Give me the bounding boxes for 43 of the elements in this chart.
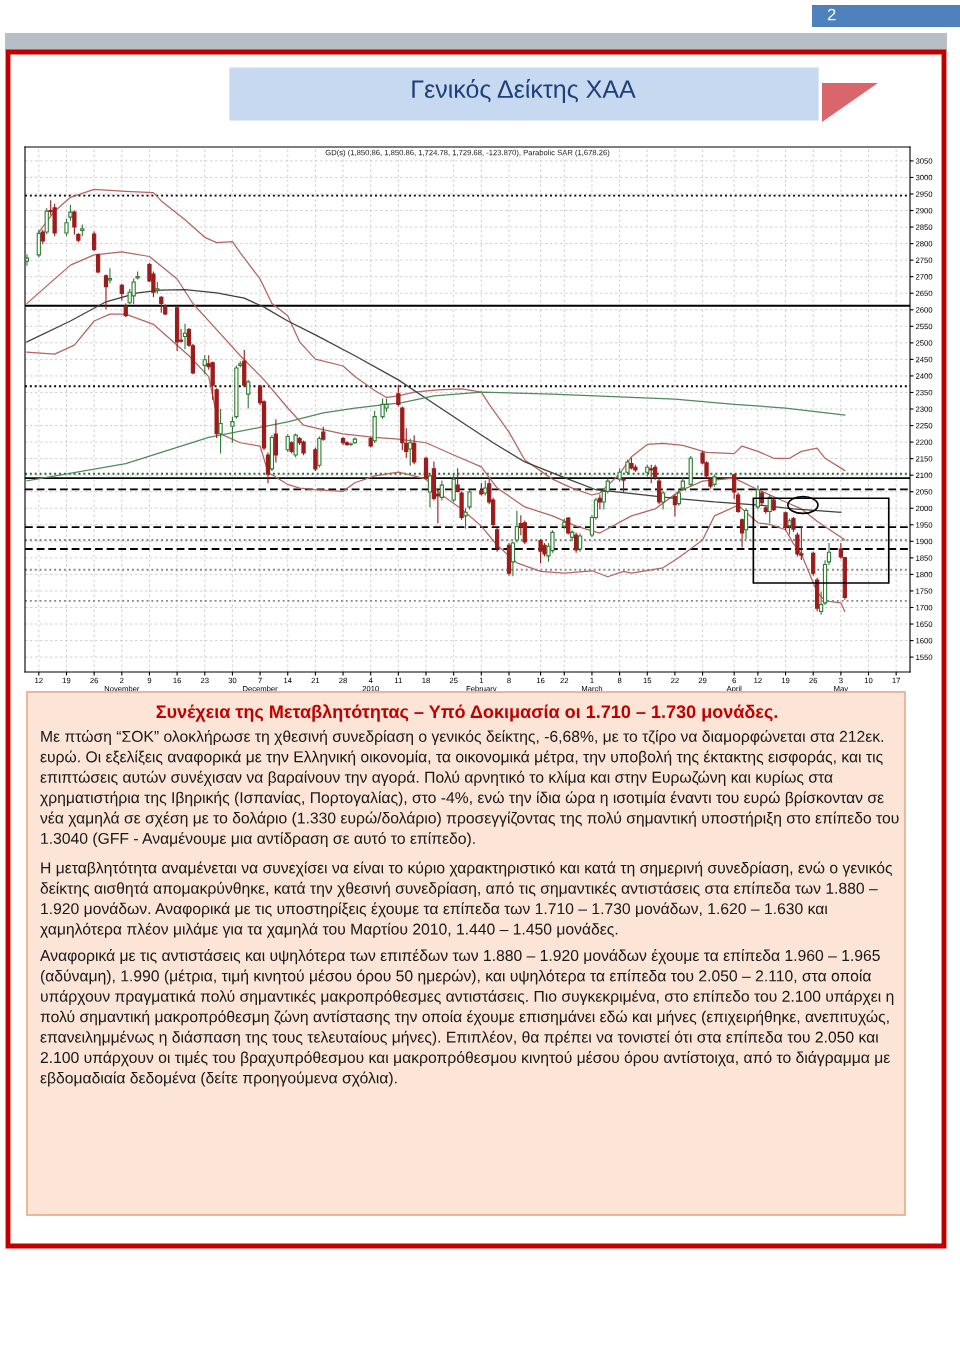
candlestick (538, 538, 543, 564)
candlestick (672, 494, 678, 517)
candlestick (344, 441, 350, 446)
candlestick (463, 508, 468, 529)
candlestick (218, 409, 223, 454)
candlestick (423, 456, 429, 480)
chart-title: Γενικός Δείκτης ΧΑΑ (412, 78, 636, 103)
candlestick (313, 447, 318, 472)
line-series (26, 313, 846, 613)
candlestick (412, 435, 417, 465)
candlestick (265, 452, 271, 484)
candlestick (597, 494, 602, 510)
candlestick (396, 384, 401, 407)
candlestick (92, 231, 97, 252)
candlestick (246, 379, 251, 409)
candlestick (427, 473, 433, 508)
candlestick (107, 268, 113, 284)
line-series (26, 391, 846, 482)
text: 2 (827, 8, 836, 21)
text: Αναφορικά με τις αντιστάσεις και υψηλότερα των επιπέδων των 1.880 – 1.920 μονάδων έχουμε τα επίπεδα 1.960 – 1.965 (αδύναμη), 1.990 (μέτρια, τιμή κινητού μέσου όρου 50 ημερών), και υψηλότερα τα επίπεδα του 2.050 – 2.110, στα οποία υπάρχουν πραγματικά πολύ σημαντικές μακροπρόθεσμες αντιστάσεις. Πιο συγκεκριμένα, στο επίπεδο του 2.100 υπάρχει η πολύ σημαντική μακροπρόθεσμη ζώνη αντίστασης την οποία έχουμε επισημάνει εδώ και μήνες (επιχειρήθηκε, ανεπιτυχώς, επανειλημμένως η διάσπαση της τους τελευταίους μήνες). Επιπλέον, θα πρέπει να τονιστεί ότι στα επίπεδα του 2.050 και 2.100 υπάρχουν οι τιμές του βραχυπρόθεσμου και μακροπρόθεσμου κινητού μέσου όρου αντίστοιχα, από το διάγραμμα με εβδομαδιαία δεδομένα (δείτε προηγούμενα σχόλια). (40, 949, 894, 1087)
text: Συνέχεια της Μεταβλητότητας – Υπό Δοκιμασία οι 1.710 – 1.730 μονάδες. (156, 704, 778, 722)
candlestick (408, 438, 413, 466)
candlestick (273, 419, 279, 463)
candlestick (494, 527, 500, 552)
candlestick (522, 520, 527, 545)
candlestick (380, 398, 385, 419)
candlestick (467, 489, 472, 510)
candlestick (451, 473, 456, 503)
candlestick (739, 518, 745, 548)
candlestick (103, 274, 109, 310)
line-series (26, 251, 846, 541)
candlestick (230, 416, 235, 443)
candlestick (439, 480, 444, 501)
candlestick (656, 478, 662, 505)
candlestick (743, 508, 749, 539)
candlestick (25, 254, 30, 266)
candlestick (95, 253, 101, 274)
candlestick (44, 208, 49, 235)
text: Με πτώση “ΣΟΚ” ολοκλήρωσε τη χθεσινή συνεδρίαση ο γενικός δείκτης, -6,68%, με το τζίρο να διαμορφώνεται στα 212εκ. ευρώ. Οι εξελίξεις αναφορικά με την Ελληνική οικονομία, τα οικονομικά μέτρα, την υποβολή της έκτακτης εισφοράς, και τις επιπτώσεις αυτών συνέχισαν να βαραίνουν την αγορά. Πολύ αρνητικό το κλίμα και στην Ευρωζώνη και κυρίως στα χρηματιστήρια της Ιβηρικής (Ισπανίας, Πορτογαλίας), στο -4%, ενώ την ίδια ώρα η ισοτιμία έναντι του ευρώ βρίσκονταν σε νέα χαμηλά σε σχέση με το δολάριο (1.330 ευρώ/δολάριο) προσεγγίζοντας της πολύ σημαντική υποστήριξη στο επίπεδο του 1.3040 (GFF - Αναμένουμε μια αντίδραση σε αυτό το επίπεδο). (40, 730, 899, 848)
candlestick (36, 229, 41, 258)
candlestick (799, 525, 804, 561)
candlestick (811, 551, 816, 576)
text: Η μεταβλητότητα αναμένεται να συνεχίσει να είναι το κύριο χαρακτηριστικό και κατά τη σημερινή συνεδρίαση, ενώ ο γενικός δείκτης αισθητά απομακρύνθηκε, κατά την χθεσινή συνεδρίαση, από τις σημαντικές αντιστάσεις στα επίπεδα των 1.880 – 1.920 μονάδων. Αναφορικά με τις υποστηρίξεις έχουμε τα επίπεδα των 1.710 – 1.730 μονάδων, 1.620 – 1.630 και χαμηλότερα πλέον μιλάμε για τα χαμηλά του Μαρτίου 2010, 1.440 – 1.450 μονάδες. (40, 861, 893, 938)
